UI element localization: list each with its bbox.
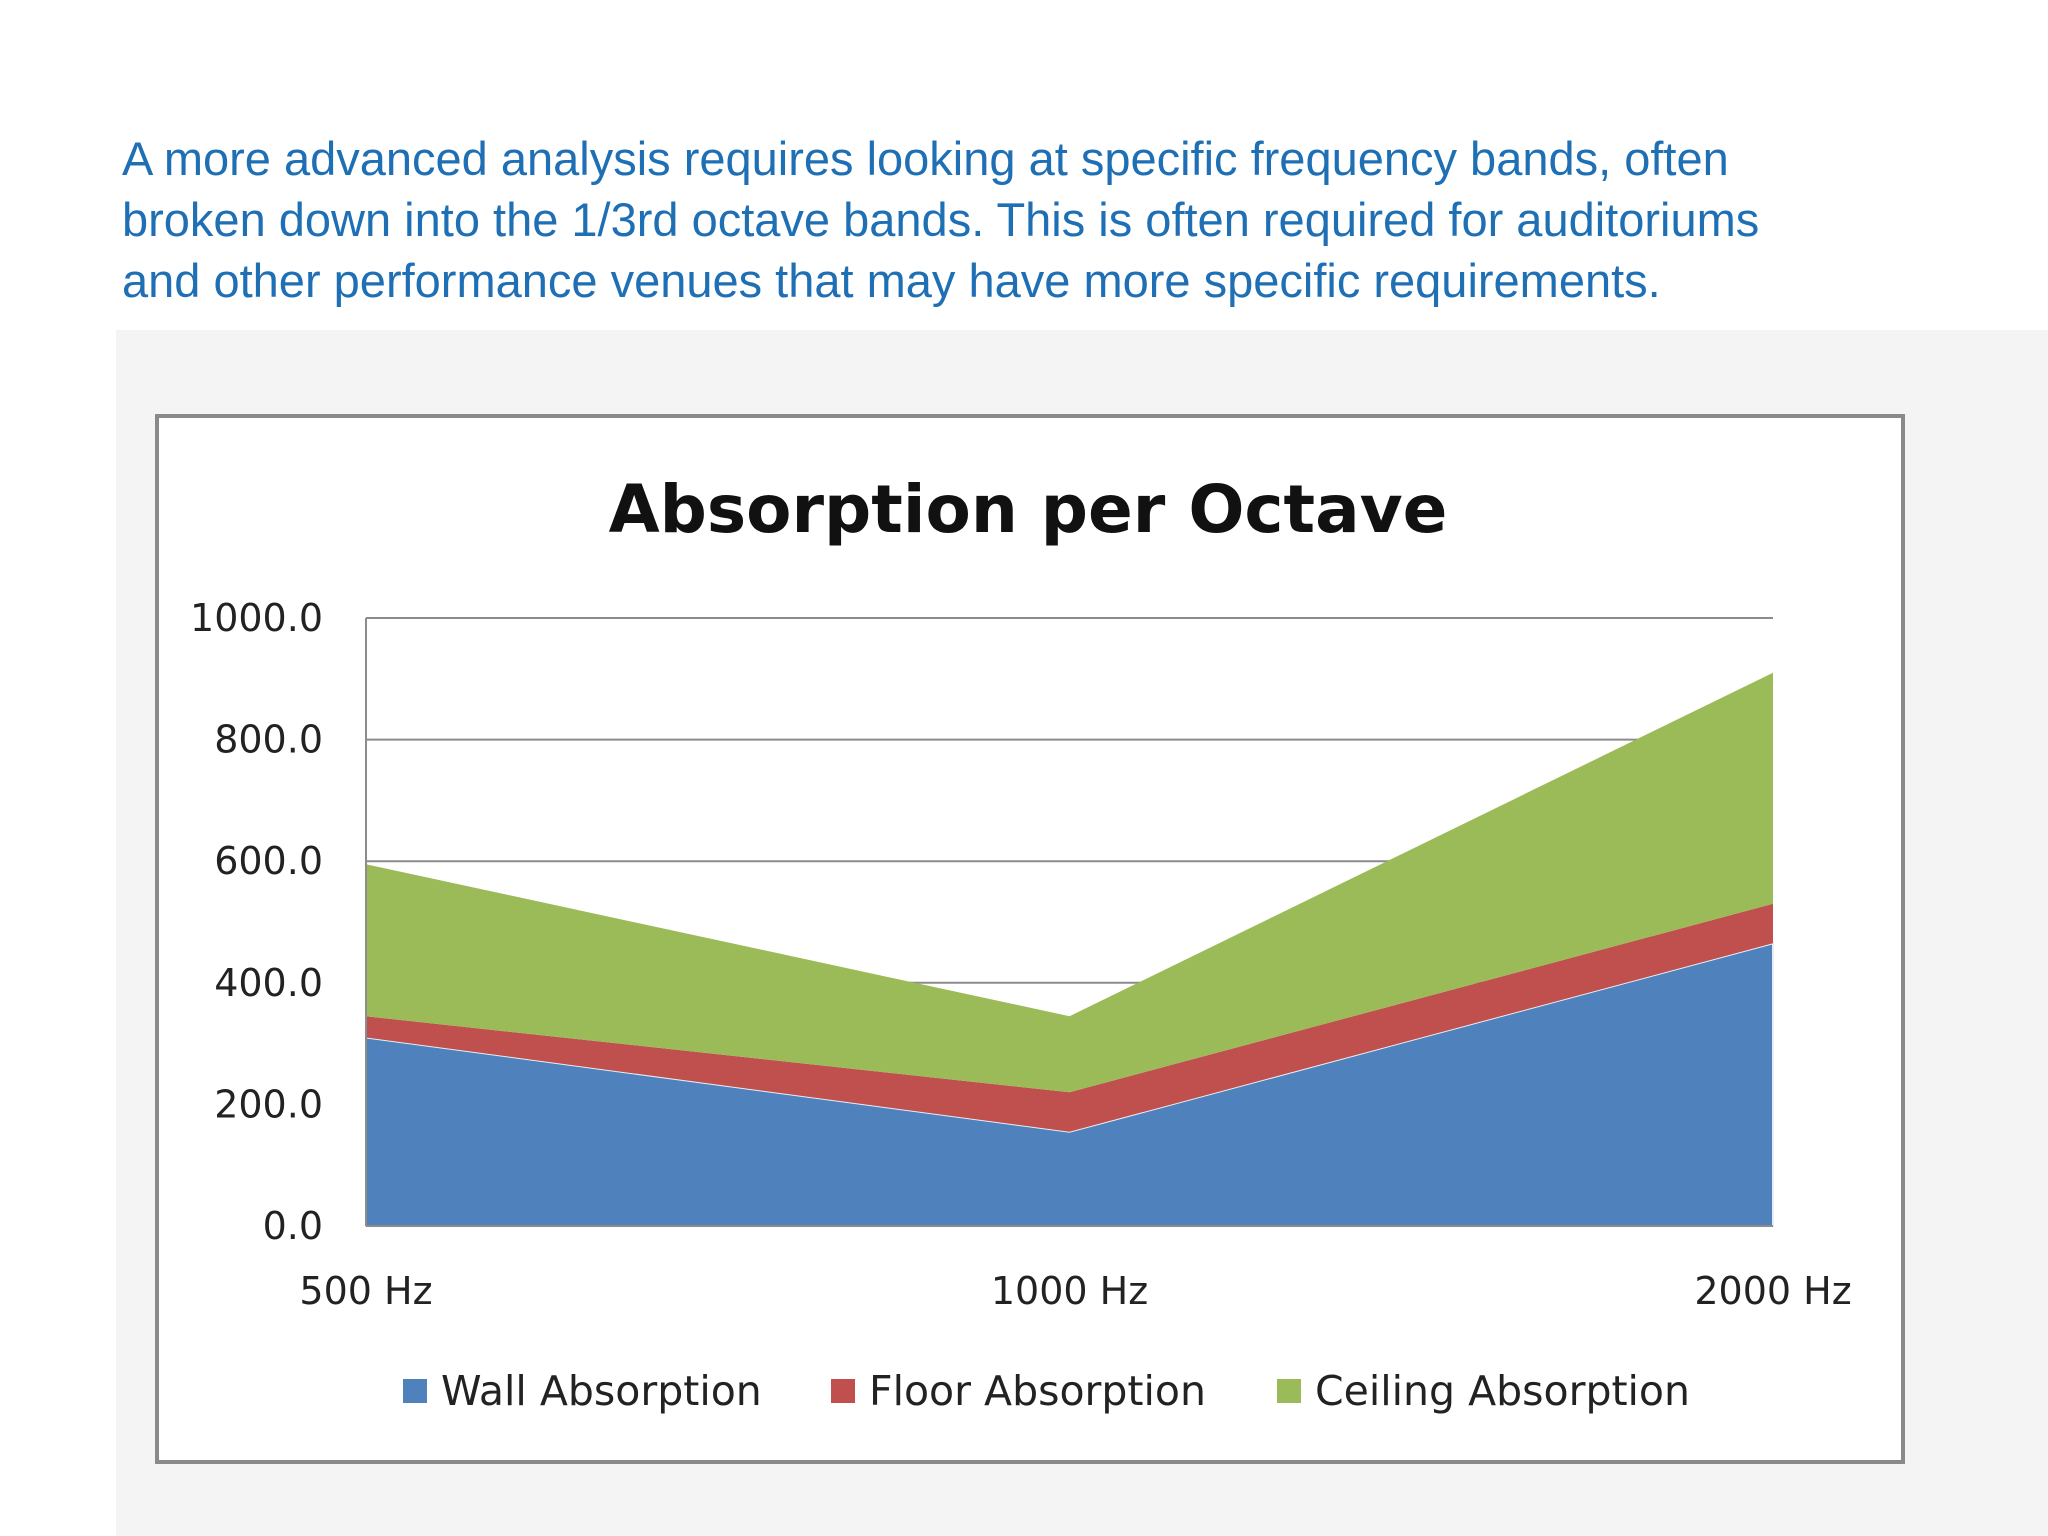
- intro-paragraph: A more advanced analysis requires lookin…: [122, 128, 1972, 311]
- area-floor-absorption: [366, 903, 1773, 1132]
- y-tick-label: 800.0: [214, 718, 323, 762]
- y-tick-label: 200.0: [214, 1082, 323, 1126]
- x-tick-label: 1000 Hz: [991, 1269, 1148, 1313]
- legend: Wall Absorption Floor Absorption Ceiling A…: [403, 1367, 1690, 1415]
- area-ceiling-absorption: [366, 672, 1773, 1093]
- legend-swatch: [831, 1379, 855, 1403]
- x-tick-label: 2000 Hz: [1694, 1269, 1851, 1313]
- legend-swatch: [403, 1379, 427, 1403]
- axes: 0.0 200.0 400.0 600.0 800.0 1000.0 500 Hz 1000 …: [190, 596, 1852, 1313]
- intro-line: A more advanced analysis requires lookin…: [122, 132, 1729, 185]
- legend-swatch: [1277, 1379, 1301, 1403]
- plot-areas: [365, 672, 1774, 1227]
- x-tick-label: 500 Hz: [299, 1269, 432, 1313]
- y-tick-label: 0.0: [263, 1204, 323, 1248]
- legend-label: Wall Absorption: [441, 1367, 762, 1415]
- chart-title: Absorption per Octave: [609, 471, 1448, 548]
- intro-line: and other performance venues that may ha…: [122, 254, 1661, 307]
- legend-label: Ceiling Absorption: [1315, 1367, 1690, 1415]
- y-tick-label: 400.0: [214, 961, 323, 1005]
- y-tick-label: 600.0: [214, 839, 323, 883]
- intro-line: broken down into the 1/3rd octave bands.…: [122, 193, 1760, 246]
- y-tick-label: 1000.0: [190, 596, 323, 640]
- legend-label: Floor Absorption: [869, 1367, 1206, 1415]
